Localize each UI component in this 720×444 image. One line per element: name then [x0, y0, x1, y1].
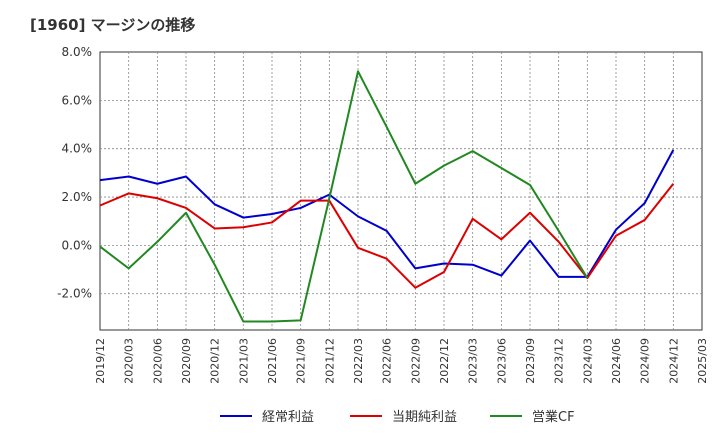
series-line: [99, 183, 675, 289]
chart-title: [1960] マージンの推移: [30, 16, 196, 34]
x-tick-label: 2023/06: [495, 338, 508, 384]
x-tick-label: 2019/12: [94, 338, 107, 384]
legend-label: 営業CF: [532, 409, 575, 425]
x-tick-label: 2025/03: [696, 338, 709, 384]
legend-label: 経常利益: [262, 410, 314, 425]
x-tick-label: 2022/03: [352, 338, 365, 384]
y-tick-label: 4.0%: [62, 142, 93, 156]
series-line: [99, 70, 589, 323]
x-tick-label: 2023/09: [524, 338, 537, 384]
y-tick-label: -2.0%: [57, 287, 92, 301]
y-tick-label: 0.0%: [62, 238, 93, 252]
x-tick-label: 2020/09: [180, 338, 193, 384]
x-tick-label: 2020/06: [151, 338, 164, 384]
x-tick-label: 2021/03: [237, 338, 250, 384]
x-tick-label: 2020/12: [209, 338, 222, 384]
x-tick-label: 2024/06: [610, 338, 623, 384]
x-tick-label: 2021/09: [295, 338, 308, 384]
x-tick-label: 2021/12: [323, 338, 336, 384]
y-tick-label: 6.0%: [62, 93, 93, 107]
x-tick-label: 2022/06: [381, 338, 394, 384]
series-line: [99, 149, 675, 278]
x-tick-label: 2023/03: [467, 338, 480, 384]
plot-area: [99, 51, 703, 331]
x-tick-label: 2022/12: [438, 338, 451, 384]
x-tick-label: 2021/06: [266, 338, 279, 384]
y-tick-label: 8.0%: [62, 45, 93, 59]
x-tick-label: 2024/12: [667, 338, 680, 384]
x-tick-label: 2024/03: [581, 338, 594, 384]
x-tick-label: 2020/03: [123, 338, 136, 384]
x-tick-label: 2022/09: [409, 338, 422, 384]
y-tick-label: 2.0%: [62, 190, 93, 204]
x-tick-label: 2023/12: [553, 338, 566, 384]
x-tick-label: 2024/09: [639, 338, 652, 384]
legend-label: 当期純利益: [392, 410, 457, 425]
